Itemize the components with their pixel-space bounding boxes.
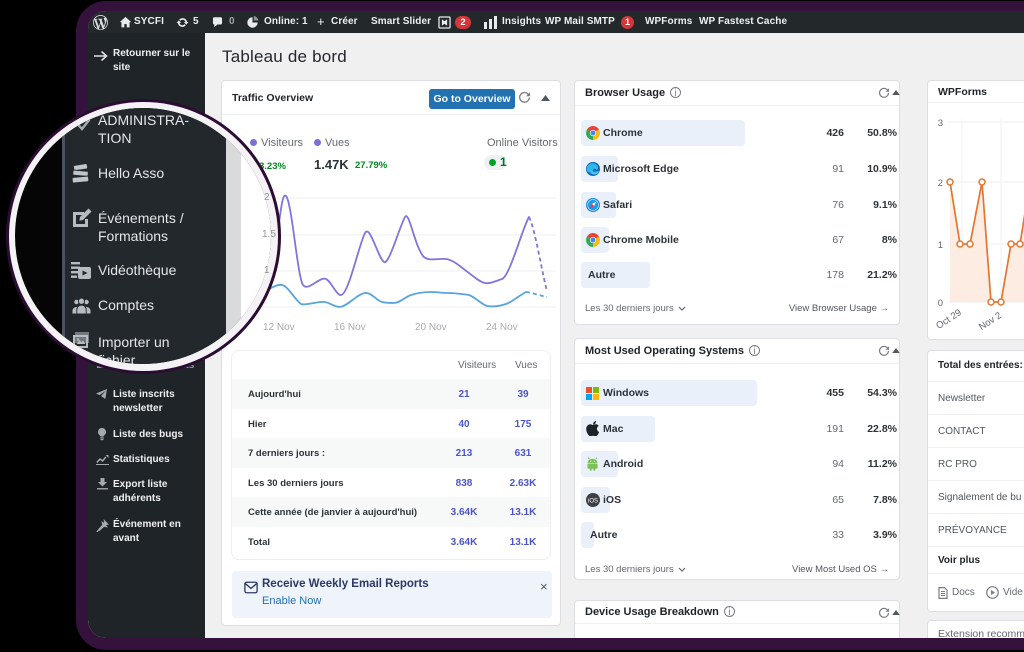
svg-text:iOS: iOS [588, 499, 598, 505]
svg-text:1: 1 [938, 240, 943, 251]
svg-text:3: 3 [938, 118, 943, 129]
svg-text:2: 2 [938, 178, 943, 189]
svg-text:0: 0 [938, 298, 943, 309]
